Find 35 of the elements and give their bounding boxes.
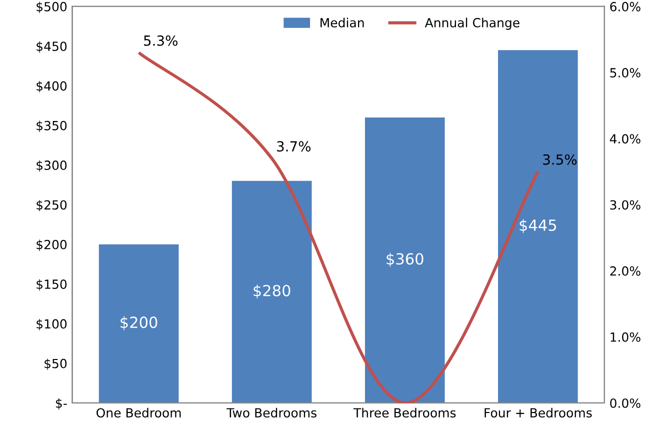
data-label: $280 bbox=[254, 284, 290, 298]
y-tick-label: $450 bbox=[36, 41, 67, 53]
x-tick-label: Two Bedrooms bbox=[226, 408, 316, 418]
x-tick-label: Three Bedrooms bbox=[353, 408, 456, 418]
bar bbox=[364, 117, 445, 403]
y-tick-label: $50 bbox=[44, 358, 67, 370]
y-tick-label: $150 bbox=[36, 279, 67, 291]
y2-tick-label: 2.0% bbox=[610, 266, 640, 276]
bar bbox=[98, 244, 179, 403]
bar bbox=[232, 180, 312, 403]
data-label: $445 bbox=[520, 219, 556, 233]
y2-tick-label: 5.0% bbox=[610, 68, 640, 78]
x-tick-label: One Bedroom bbox=[96, 408, 181, 418]
legend-label: Annual Change bbox=[424, 18, 520, 30]
data-label: $200 bbox=[120, 316, 158, 330]
y2-tick-label: 0.0% bbox=[610, 398, 640, 408]
data-label: $360 bbox=[386, 252, 424, 267]
data-label: 3.7% bbox=[277, 141, 311, 152]
y-tick-label: $300 bbox=[36, 160, 67, 172]
y-tick-label: $350 bbox=[36, 120, 67, 132]
legend-label: Median bbox=[320, 18, 364, 28]
data-label: 3.5% bbox=[543, 154, 577, 165]
y2-tick-label: 4.0% bbox=[610, 134, 640, 144]
y-tick-label: $400 bbox=[36, 81, 67, 92]
y2-tick-label: 3.0% bbox=[610, 200, 640, 210]
y-tick-label: $- bbox=[56, 398, 67, 410]
bar bbox=[498, 50, 578, 403]
y-tick-label: $200 bbox=[36, 240, 67, 251]
y-tick-label: $500 bbox=[36, 2, 67, 14]
data-label: 5.3% bbox=[144, 35, 178, 46]
y2-tick-label: 6.0% bbox=[610, 2, 640, 12]
y-tick-label: $100 bbox=[36, 318, 67, 330]
x-tick-label: Four + Bedrooms bbox=[484, 408, 592, 418]
y2-tick-label: 1.0% bbox=[610, 332, 640, 342]
y-tick-label: $250 bbox=[36, 200, 67, 212]
